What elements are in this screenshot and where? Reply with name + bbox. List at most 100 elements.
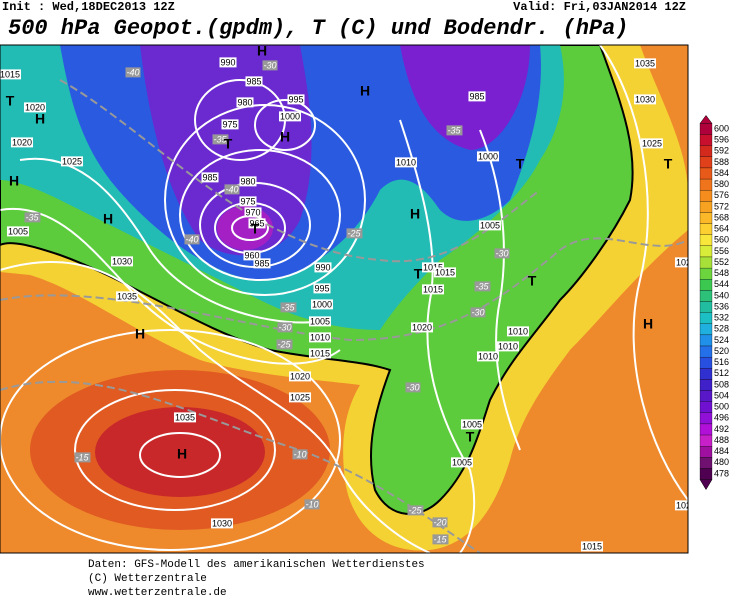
isobar-label: 985 <box>202 172 217 182</box>
isobar-label: 1010 <box>396 157 416 167</box>
isotherm-label: -15 <box>433 534 447 544</box>
isobar-label-box <box>674 257 688 268</box>
colorbar-swatch <box>699 323 713 336</box>
colorbar-label: 484 <box>714 446 729 456</box>
isobar-label: 1005 <box>310 316 330 326</box>
colorbar-swatch <box>699 267 713 280</box>
colorbar-label: 480 <box>714 457 729 467</box>
isobar-label-box <box>460 419 484 430</box>
colorbar-swatch <box>699 368 713 380</box>
isobar-label-box <box>433 267 457 278</box>
colorbar-label: 560 <box>714 235 729 245</box>
isotherm-label: -35 <box>475 281 489 291</box>
isobar-label-box <box>60 156 84 167</box>
colorbar-swatch <box>699 468 713 480</box>
isobar-label: 1000 <box>312 299 332 309</box>
pressure-center: T <box>664 156 673 172</box>
isobar-label: 970 <box>245 207 260 217</box>
isobar-label-box <box>496 341 520 352</box>
colorbar-swatch <box>699 434 713 447</box>
colorbar-label: 572 <box>714 201 729 211</box>
isobar-label-box <box>244 207 262 218</box>
isotherm-label-box <box>184 234 200 245</box>
isobar-label: 1030 <box>112 256 132 266</box>
pressure-center: H <box>177 446 187 462</box>
colorbar-label: 512 <box>714 368 729 378</box>
footer-copyright: (C) Wetterzentrale <box>88 573 207 585</box>
isobar-label: 1000 <box>280 111 300 121</box>
colorbar-label: 592 <box>714 146 729 156</box>
pressure-center: H <box>35 111 45 127</box>
isobar-label: 1020 <box>12 137 32 147</box>
colorbar-swatch <box>699 145 713 157</box>
isotherm-label: -30 <box>495 248 508 258</box>
isotherm-label-box <box>24 212 41 223</box>
isobar-label-box <box>450 457 474 468</box>
isobar-label-box <box>221 119 239 130</box>
isobar-label-box <box>633 58 657 69</box>
pressure-center: T <box>516 156 525 172</box>
isotherm-label-box <box>262 60 278 71</box>
isobar-label: 1035 <box>635 58 655 68</box>
colorbar-label: 508 <box>714 379 729 389</box>
purple-area <box>140 45 312 256</box>
colorbar-label: 478 <box>714 468 729 478</box>
isobar-label-box <box>0 69 22 80</box>
isotherm-label-box <box>212 134 229 145</box>
isobar-label: 1015 <box>435 267 455 277</box>
isotherm-label-box <box>292 449 308 460</box>
isotherm-label-box <box>280 302 297 313</box>
isobar-label-box <box>248 218 266 229</box>
colorbar-swatch <box>699 401 713 413</box>
colorbar-label: 516 <box>714 357 729 367</box>
isotherm-label-box <box>346 228 363 239</box>
isobar-label: 1025 <box>290 392 310 402</box>
isotherm-label: -25 <box>277 339 291 349</box>
isobar-label-box <box>288 371 312 382</box>
colorbar-label: 580 <box>714 179 729 189</box>
isobar-label-box <box>478 220 502 231</box>
pressure-center: T <box>251 221 260 237</box>
purple-area <box>400 45 530 150</box>
isobar-label-box <box>243 250 261 261</box>
isobar-label-box <box>476 151 500 162</box>
isobar-label: 965 <box>249 218 264 228</box>
isobar-label-box <box>310 299 334 310</box>
isobar-label: 1005 <box>462 419 482 429</box>
isobar-label-box <box>239 176 257 187</box>
isotherm-label: -30 <box>406 382 419 392</box>
isotherm-label: -40 <box>225 184 238 194</box>
colorbar-label: 600 <box>714 123 729 133</box>
isobar-label-box <box>210 518 234 529</box>
isobar-label-box <box>287 94 305 105</box>
colorbar-label: 536 <box>714 301 729 311</box>
colorbar-label: 492 <box>714 424 729 434</box>
colorbar-label: 596 <box>714 135 729 145</box>
colorbar-swatch <box>699 123 713 135</box>
pressure-center: T <box>466 429 475 445</box>
colorbar-bottom-end <box>699 479 713 491</box>
colorbar-label: 500 <box>714 402 729 412</box>
colorbar-swatch <box>699 245 713 258</box>
colorbar-label: 528 <box>714 324 729 334</box>
colorbar-label: 568 <box>714 212 729 222</box>
isotherm-label-box <box>224 184 240 195</box>
isobar-label-box <box>468 91 486 102</box>
isobar-label: 1015 <box>423 262 443 272</box>
isobar-label: 1030 <box>635 94 655 104</box>
isotherm-label: -30 <box>278 322 291 332</box>
isobar-label-box <box>201 172 219 183</box>
isotherm-label: -35 <box>25 212 39 222</box>
isobar-label: 1010 <box>508 326 528 336</box>
pressure-center: T <box>528 273 537 289</box>
map-title: 500 hPa Geopot.(gpdm), T (C) und Bodendr… <box>8 16 629 41</box>
pressure-center: H <box>135 326 145 342</box>
isobar-label-box <box>308 316 332 327</box>
colorbar-label: 548 <box>714 268 729 278</box>
isobar-label-box <box>313 283 331 294</box>
colorbar-label: 520 <box>714 346 729 356</box>
colorbar-swatch <box>699 290 713 302</box>
isobar-label: 1025 <box>62 156 82 166</box>
colorbar-swatch <box>699 234 713 247</box>
colorbar-label: 584 <box>714 168 729 178</box>
